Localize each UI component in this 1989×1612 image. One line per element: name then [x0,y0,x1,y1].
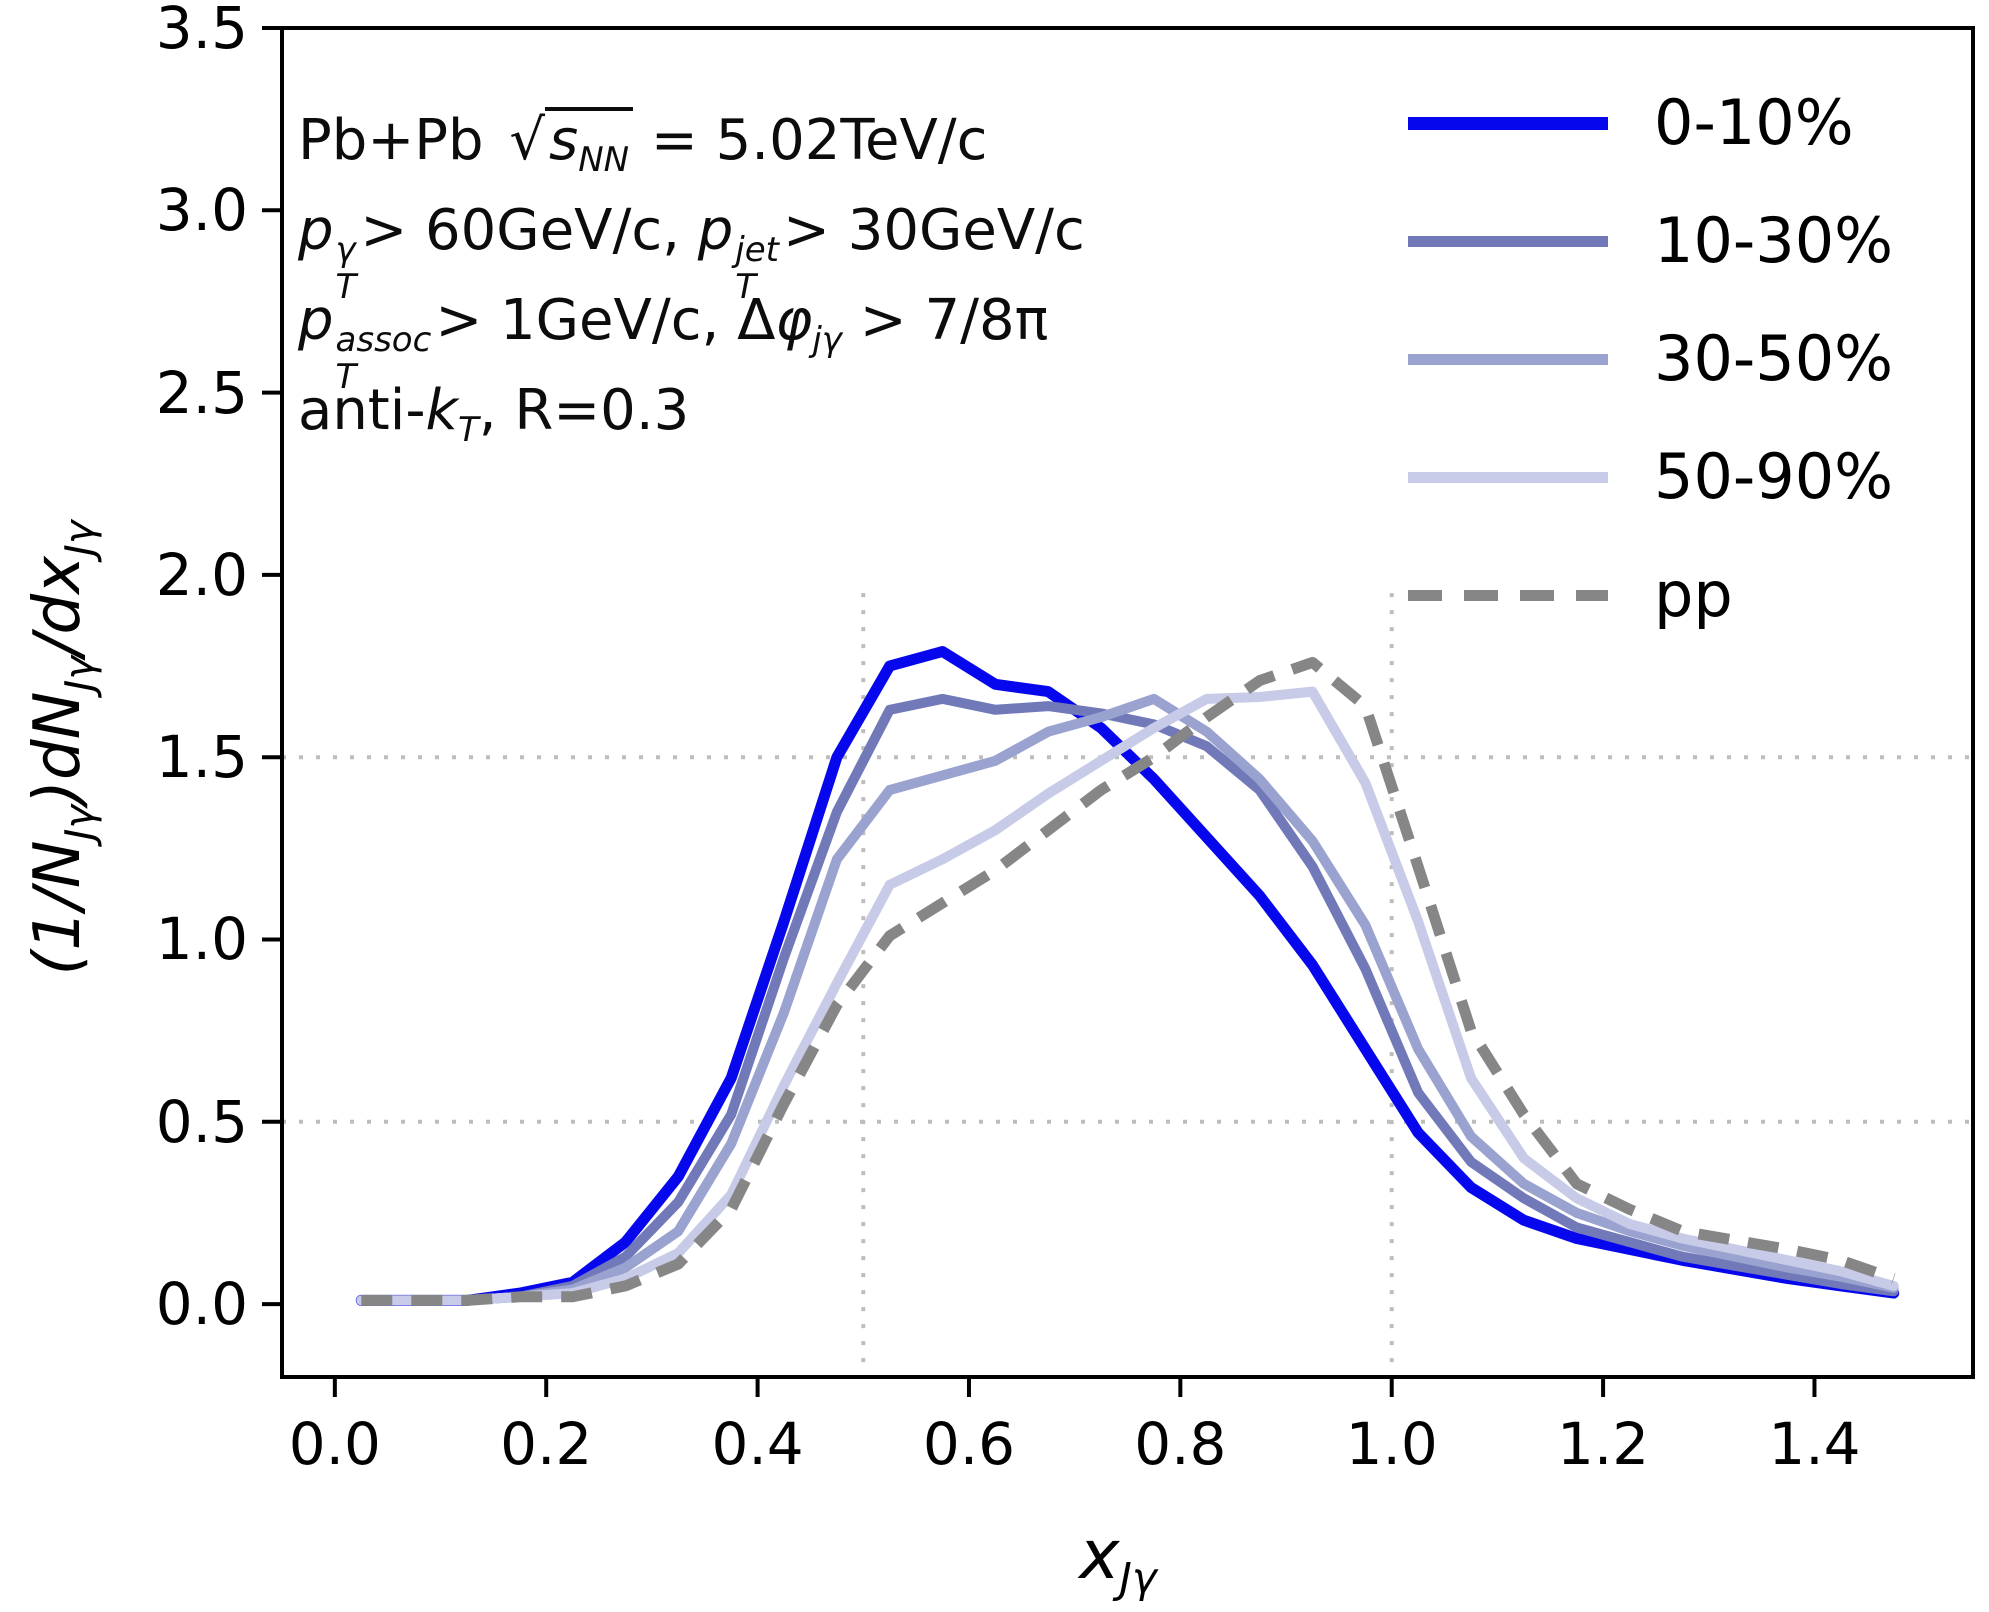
collision-energy: = 5.02TeV/c [650,108,988,173]
annotation-line-pt-cuts: p γ T > 60GeV/c, p jet T > 30GeV/c [298,198,1085,307]
y-tick-label: 0.0 [155,1270,248,1339]
legend-label: 0-10% [1654,86,1854,159]
y-tick-label: 3.5 [155,0,248,62]
x-tick-label: 0.8 [1134,1410,1227,1478]
sqrt-radicand: sNN [545,107,634,190]
y-tick-label: 2.5 [155,358,248,427]
x-tick-label: 1.2 [1556,1410,1650,1478]
x-tick-label: 1.0 [1345,1410,1438,1478]
x-tick-label: 0.6 [922,1410,1016,1478]
legend-entry: 50-90% [1408,418,1893,536]
x-tick-label: 0.2 [500,1410,593,1478]
sqrt-radical-icon: √ [509,108,546,173]
annotation-line-collision: Pb+Pb √sNN = 5.02TeV/c [298,96,1085,186]
series-line-pp [361,656,1896,1306]
legend-entry: 0-10% [1408,64,1893,182]
axes-frame [280,26,1975,1379]
y-tick-label: 0.5 [155,1087,248,1156]
collision-system: Pb+Pb [298,108,502,173]
legend-label: 30-50% [1654,322,1894,395]
series-line-30-50% [356,693,1899,1306]
series-line-50-90% [356,686,1899,1306]
y-tick-label: 1.5 [155,723,248,792]
legend-line-swatch [1408,116,1608,130]
legend-entry: pp [1408,536,1893,654]
legend-line-swatch [1408,589,1608,601]
annotation-line-jet-algo: anti-kT, R=0.3 [298,378,690,451]
x-tick-label: 0.0 [288,1410,381,1478]
y-tick-label: 1.0 [155,905,248,974]
series-line-10-30% [356,693,1899,1306]
legend-entry: 10-30% [1408,182,1893,300]
x-tick-label: 0.4 [711,1410,804,1478]
annotation-line-assoc-dphi: p assoc T > 1GeV/c, Δφjγ > 7/8π [298,288,1049,397]
pt-assoc-supsub: assoc T [335,320,432,397]
annotation-block: Pb+Pb √sNN = 5.02TeV/c p γ T > 60GeV/c, p je… [298,96,1085,456]
x-tick-label: 1.4 [1768,1410,1861,1478]
legend-label: 50-90% [1654,440,1894,513]
y-tick-label: 3.0 [155,176,248,245]
legend-line-swatch [1408,353,1608,365]
x-axis-label: xJγ [1079,1516,1157,1603]
series-line-0-10% [355,646,1900,1306]
pt-jet-supsub: jet T [735,230,779,307]
legend-entry: 30-50% [1408,300,1893,418]
legend-line-swatch [1408,235,1608,247]
y-tick-label: 2.0 [155,540,248,609]
legend-label: pp [1654,558,1733,631]
legend: 0-10% 10-30% 30-50% 50-90% pp [1408,64,1893,654]
legend-line-swatch [1408,471,1608,483]
legend-label: 10-30% [1654,204,1894,277]
